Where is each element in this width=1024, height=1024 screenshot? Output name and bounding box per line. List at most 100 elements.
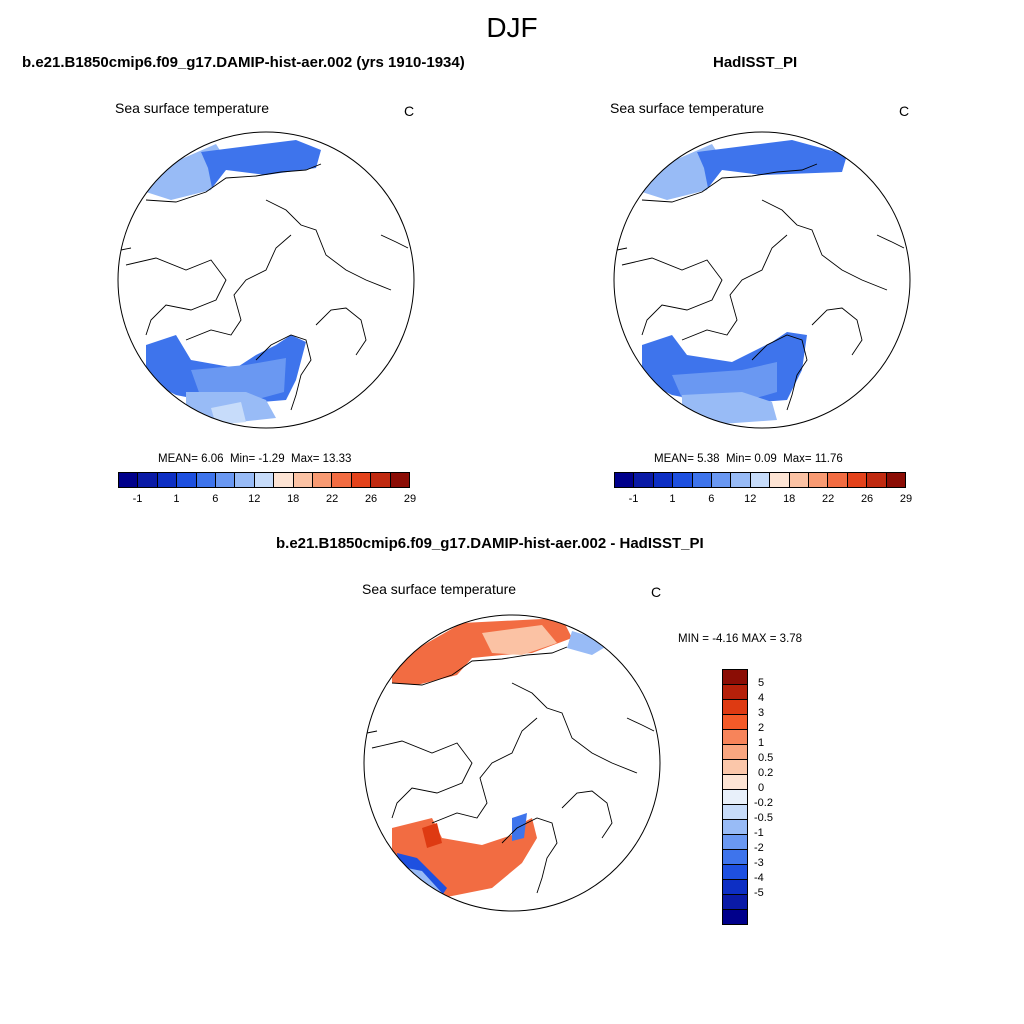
model-colorbar-box: [196, 473, 217, 487]
pacific-diff-warm: [392, 618, 572, 685]
diff-colorbar-box: [723, 790, 747, 805]
obs-units-label: C: [899, 103, 910, 119]
diff-colorbar-box: [723, 805, 747, 820]
diff-colorbar-box: [723, 670, 747, 685]
obs-colorbar-box: [886, 473, 906, 487]
pacific-diff-cool: [567, 631, 612, 655]
obs-colorbar-box: [770, 473, 790, 487]
model-colorbar-tick-label: 12: [248, 493, 261, 505]
diff-max-label: MAX =: [741, 633, 777, 645]
diff-colorbar-tick-label: 0.5: [758, 752, 774, 764]
model-max-label: Max=: [291, 453, 320, 465]
diff-colorbar-box: [723, 685, 747, 700]
diff-panel-title: b.e21.B1850cmip6.f09_g17.DAMIP-hist-aer.…: [276, 535, 704, 552]
obs-min-label: Min=: [725, 453, 752, 465]
model-colorbar-box: [371, 473, 391, 487]
model-colorbar-box: [313, 473, 333, 487]
obs-colorbar-box: [692, 473, 713, 487]
obs-stats: MEAN= 5.38 Min= 0.09 Max= 11.76: [654, 453, 843, 465]
diff-min-label: MIN =: [678, 633, 709, 645]
model-mean-value: 6.06: [201, 453, 224, 465]
model-min-label: Min=: [229, 453, 256, 465]
model-colorbar-box: [157, 473, 178, 487]
model-colorbar-tick-label: 1: [173, 493, 180, 505]
obs-colorbar-box: [712, 473, 732, 487]
atlantic-sst-palest: [211, 402, 246, 425]
model-colorbar-tick-label: -1: [132, 493, 143, 505]
diff-colorbar-box: [723, 880, 747, 895]
obs-colorbar: [614, 472, 906, 488]
diff-colorbar-tick-label: -4: [754, 872, 764, 884]
model-colorbar-box: [332, 473, 352, 487]
diff-colorbar-tick-label: -1: [754, 827, 764, 839]
model-max-value: 13.33: [322, 453, 352, 465]
obs-colorbar-box: [847, 473, 868, 487]
model-colorbar-box: [390, 473, 410, 487]
diff-colorbar-box: [723, 760, 747, 775]
model-variable-label: Sea surface temperature: [115, 100, 270, 116]
model-colorbar-tick-label: 26: [364, 493, 378, 505]
obs-colorbar-box: [750, 473, 771, 487]
model-colorbar-box: [274, 473, 294, 487]
obs-colorbar-box: [828, 473, 848, 487]
model-colorbar-tick-label: 18: [287, 493, 300, 505]
model-polar-map: [117, 131, 415, 429]
model-units-label: C: [404, 103, 415, 119]
obs-colorbar-tick-label: 6: [708, 493, 715, 505]
model-colorbar-box: [235, 473, 255, 487]
obs-colorbar-tick-label: 29: [899, 493, 913, 505]
diff-colorbar-box: [723, 715, 747, 730]
diff-polar-map: [363, 614, 661, 912]
figure-title: DJF: [486, 12, 538, 43]
model-colorbar-tick-label: 22: [326, 493, 339, 505]
model-colorbar-ticks: -1 1 6 12 18 22 26 29: [118, 493, 417, 507]
pacific-sst-blue: [697, 140, 847, 188]
obs-min-value: 0.09: [754, 453, 777, 465]
diff-colorbar-box: [723, 700, 747, 715]
obs-colorbar-tick-label: 22: [822, 493, 835, 505]
obs-colorbar-ticks: -1 1 6 12 18 22 26 29: [614, 493, 913, 507]
obs-colorbar-box: [673, 473, 693, 487]
obs-colorbar-tick-label: 18: [783, 493, 796, 505]
diff-colorbar-tick-label: 1: [758, 737, 765, 749]
diff-colorbar-box: [723, 865, 747, 880]
coastlines: [366, 646, 655, 894]
obs-max-label: Max=: [783, 453, 812, 465]
diff-colorbar-box: [723, 850, 747, 865]
obs-polar-map: [613, 131, 911, 429]
obs-colorbar-box: [809, 473, 829, 487]
diff-colorbar: [722, 669, 748, 925]
model-colorbar-box: [293, 473, 314, 487]
model-colorbar-box: [351, 473, 372, 487]
model-colorbar-box: [177, 473, 197, 487]
diff-min-value: -4.16: [712, 633, 739, 645]
obs-colorbar-box: [653, 473, 674, 487]
diff-colorbar-tick-label: -3: [754, 857, 764, 869]
obs-colorbar-tick-label: 12: [744, 493, 757, 505]
model-panel-title: b.e21.B1850cmip6.f09_g17.DAMIP-hist-aer.…: [22, 54, 465, 71]
model-colorbar-box: [138, 473, 158, 487]
diff-units-label: C: [651, 584, 662, 600]
model-mean-label: MEAN=: [158, 453, 198, 465]
diff-colorbar-tick-label: 3: [758, 707, 765, 719]
diff-colorbar-ticks: 5 4 3 2 1 0.5 0.2 0 -0.2 -0.5 -1 -2 -3 -4 -5: [754, 669, 798, 909]
diff-colorbar-tick-label: 0.2: [758, 767, 774, 779]
diff-colorbar-box: [723, 775, 747, 790]
diff-colorbar-box: [723, 820, 747, 835]
obs-panel-title: HadISST_PI: [713, 54, 798, 71]
diff-colorbar-tick-label: -0.2: [754, 797, 773, 809]
obs-colorbar-box: [789, 473, 810, 487]
model-colorbar-tick-label: 6: [212, 493, 219, 505]
diff-colorbar-box: [723, 910, 747, 924]
coastlines: [120, 163, 409, 411]
atlantic-diff-hot: [422, 823, 442, 848]
obs-variable-label: Sea surface temperature: [610, 100, 765, 116]
pacific-diff-lightwarm: [482, 625, 557, 655]
coastlines: [616, 163, 905, 411]
obs-colorbar-box: [731, 473, 751, 487]
diff-colorbar-box: [723, 730, 747, 745]
obs-mean-value: 5.38: [697, 453, 720, 465]
pacific-sst-blue: [201, 140, 321, 188]
obs-colorbar-box: [634, 473, 654, 487]
model-colorbar-box: [216, 473, 236, 487]
